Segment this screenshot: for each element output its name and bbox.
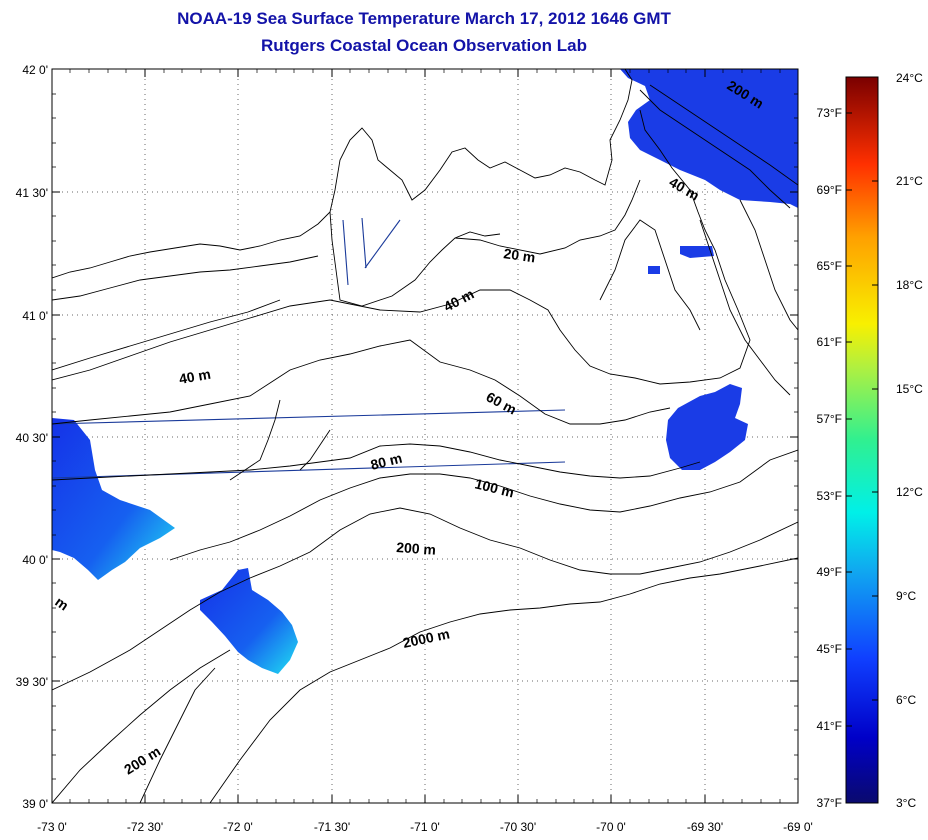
colorbar: 73°F 69°F 65°F 61°F 57°F 53°F 49°F 45°F … [817, 71, 924, 810]
contour-label-40m-ne: 40 m [667, 174, 703, 204]
lon-label: -72 30' [127, 820, 163, 834]
lat-label: 40 30' [16, 431, 48, 445]
colorbar-gradient [845, 76, 879, 804]
cb-f-label: 69°F [817, 183, 842, 197]
contour-labels: 20 m 40 m 40 m 60 m 80 m 100 m 200 m 200… [52, 77, 766, 778]
cb-c-label: 9°C [896, 589, 916, 603]
cb-f-label: 41°F [817, 719, 842, 733]
sst-patch-small [680, 246, 714, 258]
contour-200m-south [52, 649, 231, 803]
lon-label: -71 0' [410, 820, 440, 834]
lon-label: -70 0' [596, 820, 626, 834]
cb-c-label: 18°C [896, 278, 923, 292]
latitude-labels: 42 0' 41 30' 41 0' 40 30' 40 0' 39 30' 3… [16, 63, 48, 811]
contour-label-60m: 60 m [484, 389, 520, 418]
satellite-tracks [52, 217, 566, 479]
cb-f-label: 45°F [817, 642, 842, 656]
contour-label-2000m: 2000 m [401, 625, 451, 651]
cb-f-label: 49°F [817, 565, 842, 579]
contour-40m-north [52, 109, 751, 385]
lon-label: -70 30' [500, 820, 536, 834]
cb-c-label: 12°C [896, 485, 923, 499]
contour-200m [52, 507, 798, 691]
contour-label-80m: 80 m [369, 450, 404, 473]
sst-patch-northeast [620, 69, 798, 208]
bathymetry-contours [52, 69, 798, 803]
contour-label-40m-west: 40 m [178, 366, 212, 387]
contour-40m-inner [52, 299, 281, 371]
lat-label: 40 0' [22, 553, 48, 567]
cb-f-label: 61°F [817, 335, 842, 349]
sst-patch-small-2 [648, 266, 660, 274]
cb-c-label: 24°C [896, 71, 923, 85]
colorbar-fahrenheit-labels: 73°F 69°F 65°F 61°F 57°F 53°F 49°F 45°F … [817, 106, 842, 810]
lat-label: 42 0' [22, 63, 48, 77]
lat-label: 39 0' [22, 797, 48, 811]
contour-label-20m: 20 m [503, 245, 537, 265]
contour-label-100m: 100 m [473, 475, 515, 500]
contour-80m [52, 443, 701, 481]
sst-patch-east [666, 384, 748, 470]
contour-20m [454, 179, 641, 255]
lat-label: 41 30' [16, 186, 48, 200]
longitude-labels: -73 0' -72 30' -72 0' -71 30' -71 0' -70… [37, 820, 813, 834]
contour-label-200m: 200 m [396, 539, 437, 558]
lon-label: -69 0' [783, 820, 813, 834]
lon-label: -71 30' [314, 820, 350, 834]
coastline [52, 69, 633, 279]
axis-ticks [52, 69, 798, 803]
cb-f-label: 65°F [817, 259, 842, 273]
cb-c-label: 15°C [896, 382, 923, 396]
lon-label: -69 30' [687, 820, 723, 834]
contour-label-m: m [52, 593, 71, 613]
map-title: NOAA-19 Sea Surface Temperature March 17… [177, 9, 671, 28]
cb-c-label: 21°C [896, 174, 923, 188]
cb-f-label: 53°F [817, 489, 842, 503]
lat-label: 39 30' [16, 675, 48, 689]
lon-label: -73 0' [37, 820, 67, 834]
contour-label-40m: 40 m [441, 286, 477, 315]
contour-2000m [209, 557, 798, 803]
colorbar-celsius-labels: 24°C 21°C 18°C 15°C 12°C 9°C 6°C 3°C [896, 71, 923, 810]
contour-100m [169, 449, 798, 561]
cb-c-label: 3°C [896, 796, 916, 810]
sst-patch-west [52, 418, 175, 580]
sst-patch-south [200, 568, 298, 674]
contour-60m [52, 339, 671, 425]
cb-f-label: 57°F [817, 412, 842, 426]
lat-label: 41 0' [22, 309, 48, 323]
cb-f-label: 37°F [817, 796, 842, 810]
lon-label: -72 0' [223, 820, 253, 834]
cb-f-label: 73°F [817, 106, 842, 120]
map-subtitle: Rutgers Coastal Ocean Observation Lab [261, 36, 587, 55]
cb-c-label: 6°C [896, 693, 916, 707]
contour-label-200m-south: 200 m [121, 743, 163, 778]
